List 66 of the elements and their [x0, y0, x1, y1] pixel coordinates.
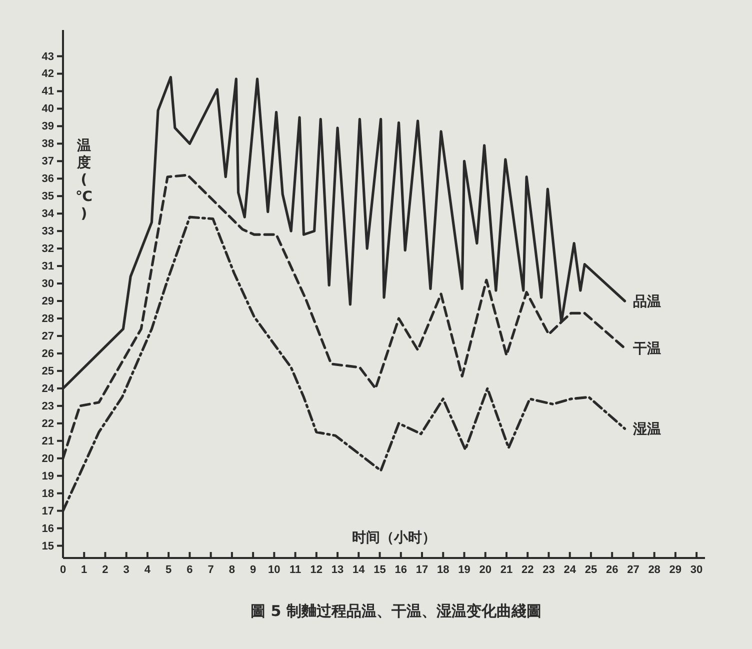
x-tick-label: 6: [186, 564, 193, 576]
y-tick-label: 18: [42, 488, 54, 500]
series-label: 干温: [632, 341, 661, 358]
text: 圖 5 制麯过程品温、干温、湿温变化曲綫圖: [250, 602, 542, 620]
y-tick-label: 16: [42, 522, 54, 535]
x-tick-label: 29: [669, 564, 682, 576]
x-tick-label: 4: [144, 564, 152, 576]
y-tick-label: 22: [42, 418, 54, 430]
y-tick-label: 43: [42, 50, 54, 63]
x-tick-label: 10: [268, 564, 280, 576]
x-tick-label: 1: [81, 564, 88, 576]
x-axis-title: 时间（小时）: [352, 530, 436, 546]
y-tick-label: 33: [42, 226, 54, 238]
y-tick-label: 35: [42, 190, 54, 203]
y-tick-label: 41: [42, 86, 54, 98]
x-tick-label: 12: [310, 564, 323, 576]
y-tick-label: 39: [42, 120, 54, 133]
y-tick-label: 26: [42, 348, 54, 360]
x-tick-label: 0: [60, 564, 66, 576]
series-label: 湿温: [632, 422, 661, 438]
y-tick-label: 27: [42, 330, 54, 342]
x-tick-label: 5: [166, 564, 172, 576]
y-tick-label: 17: [42, 505, 54, 518]
y-axis-title: 温度(℃): [76, 138, 93, 222]
y-tick-label: 25: [42, 365, 54, 378]
x-tick-label: 25: [584, 564, 598, 576]
y-tick-label: 19: [42, 470, 54, 482]
x-tick-label: 30: [690, 564, 703, 576]
y-tick-label: 32: [42, 243, 54, 256]
y-tick-label: 23: [42, 400, 54, 412]
y-tick-label: 38: [42, 138, 54, 150]
x-tick-label: 14: [352, 564, 366, 576]
y-tick-label: 31: [42, 260, 54, 273]
y-tick-label: 30: [42, 278, 54, 290]
x-tick-label: 9: [250, 564, 256, 576]
y-tick-label: 20: [42, 452, 54, 465]
x-tick-label: 3: [123, 564, 130, 576]
y-tick-label: 37: [42, 156, 54, 168]
x-tick-label: 26: [606, 564, 618, 576]
y-tick-label: 21: [42, 435, 54, 448]
x-tick-label: 21: [500, 564, 513, 576]
x-tick-label: 15: [374, 564, 386, 576]
x-tick-label: 19: [458, 564, 470, 576]
x-tick-label: 24: [564, 564, 577, 576]
x-tick-label: 22: [521, 564, 534, 576]
y-tick-label: 28: [42, 312, 54, 325]
x-tick-label: 7: [208, 564, 214, 576]
x-tick-label: 18: [437, 564, 450, 576]
x-tick-label: 20: [479, 564, 492, 576]
y-tick-label: 34: [42, 208, 55, 220]
y-tick-label: 42: [42, 68, 54, 80]
y-tick-label: 29: [42, 296, 54, 308]
series-label: 品温: [632, 294, 661, 310]
x-tick-label: 27: [627, 564, 640, 576]
x-tick-label: 16: [394, 564, 408, 576]
y-tick-label: 24: [42, 382, 55, 395]
y-tick-label: 15: [42, 540, 54, 552]
y-tick-label: 40: [42, 103, 54, 116]
x-tick-label: 17: [416, 564, 428, 576]
x-tick-label: 28: [648, 564, 660, 576]
x-tick-label: 11: [289, 564, 302, 576]
y-tick-label: 36: [42, 173, 54, 186]
x-tick-label: 23: [542, 564, 555, 576]
x-tick-label: 8: [228, 564, 236, 576]
x-tick-label: 2: [102, 564, 108, 576]
x-tick-label: 13: [331, 564, 344, 576]
